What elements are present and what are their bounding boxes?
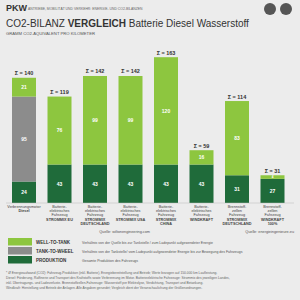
legend-label: TANK-TO-WHEEL xyxy=(36,249,74,254)
bar-segment xyxy=(83,165,107,203)
total-label: Σ = 142 xyxy=(121,68,140,74)
source: Quelle: energieingenieure.eu xyxy=(245,230,294,234)
category-line: DEUTSCHLAND xyxy=(223,222,252,226)
category-line: WINDKRAFT xyxy=(190,218,214,222)
footnote: inkl. Übertragungs- und Ladeverluste. Br… xyxy=(6,281,203,285)
total-label: Σ = 114 xyxy=(228,94,247,100)
header-label: PKW xyxy=(6,3,28,13)
bar-segment xyxy=(119,165,143,203)
bar-segment xyxy=(48,165,72,203)
category-line: DEUTSCHLAND xyxy=(81,222,110,226)
data-label: 24 xyxy=(21,189,27,195)
category-line: STROMMIX USA xyxy=(116,218,146,222)
legend-description: Gesamte Produktion des Fahrzeugs xyxy=(82,259,138,263)
category-label: VerbrennungsmotorDiesel xyxy=(7,205,41,213)
category-label: Brennstoff-zellenFahrzeugSTROMMIXDEUTSCH… xyxy=(223,205,252,226)
total-label: Σ = 140 xyxy=(15,70,34,76)
total-label: Σ = 119 xyxy=(50,89,68,95)
data-label: 16 xyxy=(199,154,205,160)
legend-description: Verhältnis von der Quelle bis zur Tankst… xyxy=(82,241,213,245)
bar-segment xyxy=(225,101,249,175)
bar-segment xyxy=(12,97,36,182)
bar-segment xyxy=(261,175,285,179)
total-label: Σ ≈ 59 xyxy=(194,143,210,149)
title-word: Batterie xyxy=(126,18,164,29)
data-label: 43 xyxy=(199,181,205,187)
data-label: 83 xyxy=(234,135,240,141)
title-word: Wasserstoff xyxy=(194,18,249,29)
source: Quelle: wiltonengineering.com xyxy=(99,230,150,234)
bar-segment xyxy=(154,165,178,203)
icon xyxy=(280,3,292,15)
total-label: Σ = 142 xyxy=(86,68,105,74)
data-label: 43 xyxy=(57,181,63,187)
background xyxy=(0,0,300,300)
bar-segment xyxy=(48,97,72,165)
category-line: CHINA xyxy=(160,222,172,226)
footnote: * Ø Energieaufwand (CO2): Fahrzeug-Produ… xyxy=(6,271,217,275)
category-label: Brennstoff-zellenFahrzeugWINDKRAFT100% xyxy=(261,205,285,226)
legend-swatch xyxy=(8,238,32,246)
data-label: 43 xyxy=(163,181,169,187)
bar-segment xyxy=(83,76,107,165)
category-label: Batterie-elektrischesFahrzeugSTROMMIXCHI… xyxy=(156,205,177,226)
footnote: Windkraft: Herstellung und Betrieb der A… xyxy=(6,286,202,290)
category-line: 100% xyxy=(268,222,278,226)
bar-segment xyxy=(119,76,143,165)
data-label: 99 xyxy=(128,117,134,123)
bar-segment xyxy=(12,182,36,203)
title-word: CO2-BILANZ xyxy=(6,18,65,29)
subtitle: GRAMM CO2-ÄQUIVALENT PRO KILOMETER xyxy=(6,31,95,36)
bar-segment xyxy=(190,150,214,164)
legend-swatch xyxy=(8,256,32,264)
data-label: 43 xyxy=(128,181,134,187)
data-label: 99 xyxy=(92,117,98,123)
legend-label: WELL-TO-TANK xyxy=(36,240,71,245)
bar-segment xyxy=(261,179,285,203)
data-label: 21 xyxy=(21,84,27,90)
category-line: Diesel xyxy=(18,209,29,213)
data-label: 43 xyxy=(92,181,98,187)
header-subtitle: ANTRIEBE, MOBILITÄT UND VERKEHR: ENERGIE… xyxy=(28,7,143,11)
bars xyxy=(12,57,285,203)
legend-label: PRODUKTION xyxy=(36,258,66,263)
category-label: Batterie-elektrischesFahrzeugSTROMMIXDEU… xyxy=(81,205,110,226)
labels: 24 95 21 Σ = 140 VerbrennungsmotorDiesel 43 76… xyxy=(7,50,284,226)
bar-segment xyxy=(12,78,36,97)
category-label: Batterie-elektrischesFahrzeugWINDKRAFT xyxy=(190,205,214,222)
bar-segment xyxy=(190,165,214,203)
category-label: Batterie-elektrischesFahrzeugSTROMMIX US… xyxy=(116,205,146,222)
data-label: 27 xyxy=(270,188,276,194)
footnote: Diesel: Förderung, Raffinerie und Transp… xyxy=(6,276,230,280)
data-label: 120 xyxy=(162,108,171,114)
infographic: PKWANTRIEBE, MOBILITÄT UND VERKEHR: ENER… xyxy=(0,0,300,300)
data-label: 76 xyxy=(57,127,63,133)
baseline xyxy=(6,203,294,204)
title-word: VERGLEICH xyxy=(65,18,126,29)
legend-swatch xyxy=(8,247,32,255)
category-label: Batterie-elektrischesFahrzeugSTROMMIX EU xyxy=(46,205,73,222)
data-label: 31 xyxy=(234,186,240,192)
data-label: 95 xyxy=(21,136,27,142)
bar-segment xyxy=(225,175,249,203)
icon xyxy=(264,3,276,15)
bar-segment xyxy=(154,57,178,164)
title-word: Diesel xyxy=(163,18,194,29)
total-label: Σ ≈ 31 xyxy=(265,168,281,174)
title: CO2-BILANZ VERGLEICH Batterie Diesel Was… xyxy=(6,18,249,29)
total-label: Σ = 163 xyxy=(157,50,176,56)
category-line: STROMMIX EU xyxy=(46,218,73,222)
legend-description: Verhältnis von der Tankstelle/ vom Ladep… xyxy=(82,250,243,254)
data-label: 4 xyxy=(272,175,274,179)
